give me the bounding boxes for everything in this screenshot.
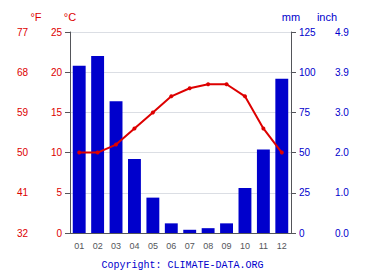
svg-text:125: 125 xyxy=(299,27,316,38)
svg-text:11: 11 xyxy=(259,241,268,251)
svg-text:12: 12 xyxy=(277,241,287,251)
svg-text:08: 08 xyxy=(203,241,213,251)
svg-text:04: 04 xyxy=(129,241,139,251)
svg-text:15: 15 xyxy=(51,107,63,118)
svg-text:02: 02 xyxy=(93,241,103,251)
svg-text:59: 59 xyxy=(17,107,29,118)
svg-text:20: 20 xyxy=(51,67,63,78)
svg-text:3.9: 3.9 xyxy=(335,67,349,78)
svg-text:mm: mm xyxy=(282,11,300,23)
svg-text:10: 10 xyxy=(51,147,63,158)
svg-text:0: 0 xyxy=(56,228,62,239)
svg-text:32: 32 xyxy=(17,228,29,239)
svg-text:0: 0 xyxy=(299,228,305,239)
svg-text:0.0: 0.0 xyxy=(335,228,349,239)
svg-text:68: 68 xyxy=(17,67,29,78)
svg-text:100: 100 xyxy=(299,67,316,78)
svg-text:01: 01 xyxy=(74,241,84,251)
svg-text:2.0: 2.0 xyxy=(335,147,349,158)
svg-text:25: 25 xyxy=(51,27,63,38)
svg-text:10: 10 xyxy=(240,241,250,251)
svg-text:1.0: 1.0 xyxy=(335,187,349,198)
svg-text:77: 77 xyxy=(17,27,29,38)
svg-text:06: 06 xyxy=(166,241,176,251)
svg-text:05: 05 xyxy=(148,241,158,251)
svg-text:3.0: 3.0 xyxy=(335,107,349,118)
svg-text:50: 50 xyxy=(17,147,29,158)
svg-text:50: 50 xyxy=(299,147,311,158)
svg-text:°C: °C xyxy=(64,11,76,23)
svg-text:4.9: 4.9 xyxy=(335,27,349,38)
svg-text:75: 75 xyxy=(299,107,311,118)
svg-text:25: 25 xyxy=(299,187,311,198)
svg-text:09: 09 xyxy=(222,241,232,251)
svg-text:Copyright: CLIMATE-DATA.ORG: Copyright: CLIMATE-DATA.ORG xyxy=(101,260,263,271)
svg-text:41: 41 xyxy=(17,187,29,198)
svg-text:5: 5 xyxy=(56,187,62,198)
svg-text:03: 03 xyxy=(111,241,121,251)
svg-text:inch: inch xyxy=(317,11,337,23)
svg-text:°F: °F xyxy=(30,11,41,23)
svg-text:07: 07 xyxy=(185,241,195,251)
